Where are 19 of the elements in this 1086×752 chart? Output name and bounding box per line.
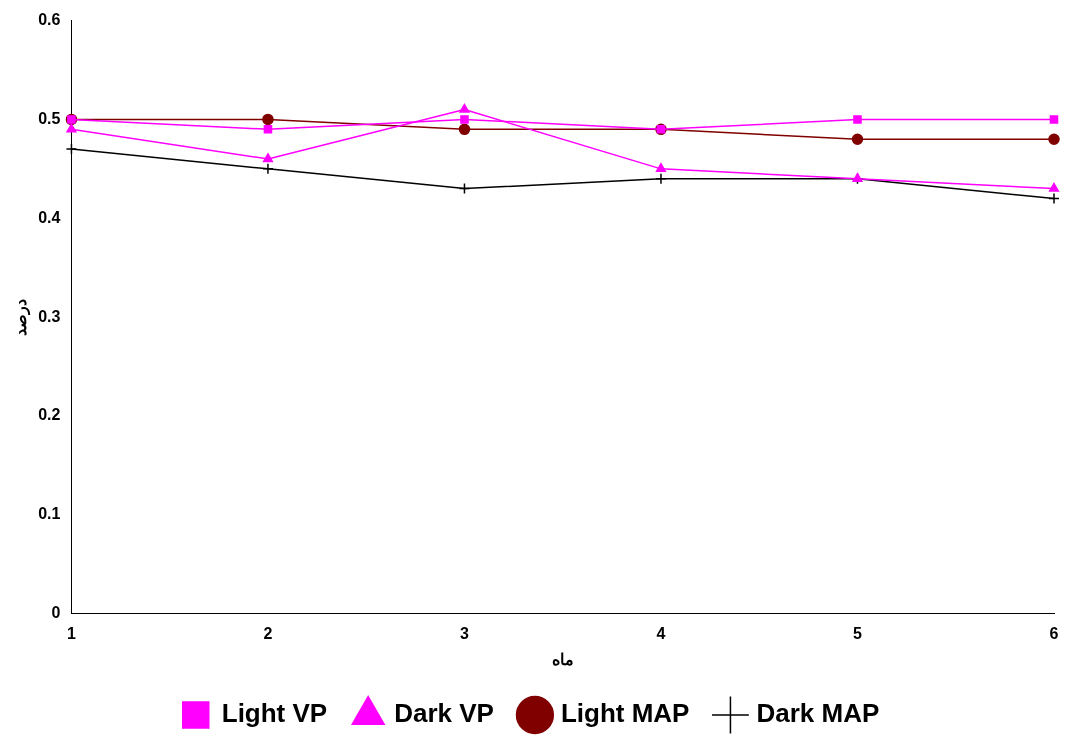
legend-label: Light MAP: [560, 698, 690, 729]
y-tick-label: 0.1: [38, 505, 61, 523]
y-tick-label: 0: [51, 604, 61, 622]
x-tick-label: 4: [656, 624, 666, 642]
x-tick-label: 6: [1049, 624, 1059, 642]
x-tick-label: 5: [853, 624, 863, 642]
y-tick-label: 0.3: [38, 307, 61, 325]
x-axis-title: ماه: [551, 650, 574, 668]
y-tick-label: 0.6: [38, 11, 61, 29]
y-tick-label: 0.2: [38, 406, 61, 424]
x-tick-label: 1: [66, 624, 76, 642]
x-tick-label: 2: [263, 624, 273, 642]
y-tick-label: 0.5: [38, 109, 61, 127]
y-tick-label: 0.4: [38, 208, 61, 226]
legend-label: Dark MAP: [756, 698, 880, 729]
legend-label: Dark VP: [394, 698, 494, 729]
y-axis-title: درصد: [12, 298, 32, 336]
x-tick-label: 3: [460, 624, 470, 642]
legend-label: Light VP: [221, 698, 328, 729]
